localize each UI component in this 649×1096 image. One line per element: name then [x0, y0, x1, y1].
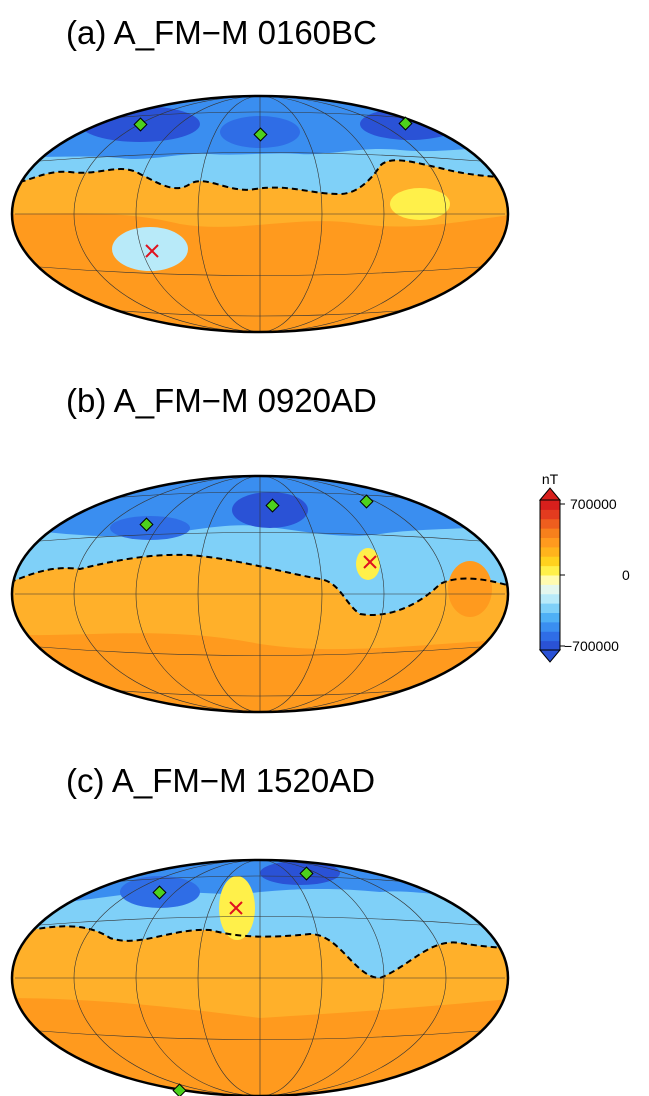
colorbar-cell	[540, 565, 560, 576]
graticule	[15, 476, 505, 712]
colorbar-unit: nT	[542, 471, 559, 487]
diamond-marker	[152, 885, 167, 900]
diamond-marker	[359, 494, 374, 509]
panel-a-map	[10, 94, 510, 334]
colorbar-max-arrow	[538, 487, 562, 501]
diamond-marker	[265, 498, 280, 513]
diamond-marker	[172, 1083, 187, 1096]
panel-a-title: (a) A_FM−M 0160BC	[66, 14, 377, 51]
colorbar-zero-label: 0	[622, 567, 630, 583]
colorbar-cell	[540, 528, 560, 538]
colorbar-max-label: 700000	[570, 496, 617, 512]
colorbar-cell	[540, 500, 560, 510]
cross-marker	[363, 555, 377, 569]
panel-c-title: (c) A_FM−M 1520AD	[66, 762, 376, 799]
colorbar-cell	[540, 593, 560, 604]
strong-positive	[448, 561, 492, 617]
colorbar: nT 700000 0 −700000	[538, 471, 630, 663]
diamond-marker	[253, 127, 268, 142]
diamond-marker	[133, 117, 148, 132]
colorbar-cell	[540, 603, 560, 613]
zero-contour	[12, 925, 508, 980]
panel-c-map	[10, 858, 510, 1096]
diamond-marker	[299, 866, 314, 881]
colorbar-min-label: −700000	[564, 638, 619, 654]
graticule	[15, 860, 505, 1096]
weak-positive	[390, 188, 450, 220]
colorbar-cell	[540, 631, 560, 642]
colorbar-cell	[540, 546, 560, 557]
zero-contour	[12, 553, 508, 616]
colorbar-cell	[540, 640, 560, 651]
colorbar-cell	[540, 584, 560, 595]
globe-outline	[10, 858, 510, 1096]
colorbar-cell	[540, 509, 560, 520]
colorbar-cell	[540, 518, 560, 529]
globe-outline	[10, 94, 510, 334]
panel-b-title: (b) A_FM−M 0920AD	[66, 382, 377, 419]
diamond-marker	[398, 116, 413, 131]
zero-contour	[12, 159, 508, 196]
colorbar-cell	[540, 556, 560, 567]
colorbar-min-arrow	[538, 649, 562, 663]
cross-marker	[145, 244, 159, 258]
globe-outline	[10, 474, 510, 714]
graticule	[15, 96, 505, 332]
colorbar-cell	[540, 537, 560, 548]
panel-b-map	[10, 474, 510, 714]
diamond-marker	[139, 517, 154, 532]
colorbar-cell	[540, 575, 560, 585]
colorbar-cell	[540, 612, 560, 623]
cross-marker	[229, 901, 243, 915]
colorbar-cell	[540, 621, 560, 632]
colorbar-scale	[540, 500, 560, 651]
